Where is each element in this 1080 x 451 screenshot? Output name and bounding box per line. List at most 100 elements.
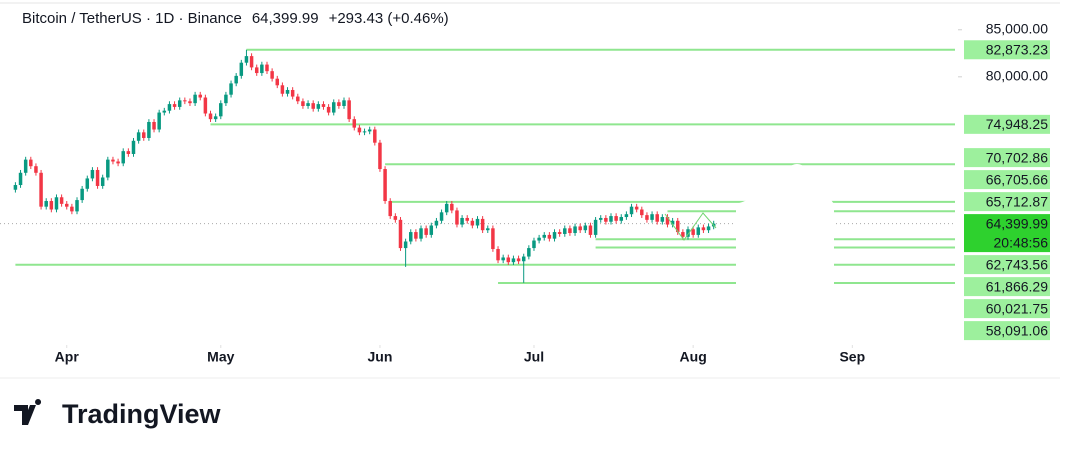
candle-body: [18, 172, 23, 186]
candle-body: [239, 62, 244, 76]
x-tick-label: Sep: [839, 349, 865, 365]
candle-body: [326, 106, 331, 113]
level-label: 61,866.29: [986, 278, 1048, 294]
candle-body: [213, 116, 218, 120]
candle-body: [455, 210, 459, 225]
candle-body: [429, 225, 434, 235]
candle-body: [383, 169, 387, 202]
candle-body: [367, 129, 372, 132]
candle-body: [444, 203, 449, 213]
candle-body: [116, 161, 120, 164]
candle-body: [614, 216, 618, 221]
last-price-box: [964, 214, 1050, 253]
candle-body: [147, 121, 151, 138]
candle-body: [675, 220, 680, 233]
candle-body: [701, 227, 706, 231]
candle-body: [59, 197, 64, 204]
symbol: Bitcoin / TetherUS · 1D · Binance: [22, 10, 242, 27]
level-label: 66,705.66: [986, 171, 1048, 187]
candle-body: [224, 94, 228, 104]
candle-body: [619, 217, 624, 221]
candle-body: [183, 100, 187, 102]
level-label: 70,702.86: [986, 149, 1048, 165]
candle-body: [34, 166, 38, 173]
candle-body: [54, 197, 59, 210]
candle-body: [347, 100, 351, 120]
candle-body: [655, 214, 659, 222]
candle-body: [470, 220, 475, 226]
candle-body: [275, 78, 280, 86]
candle-body: [568, 228, 572, 234]
candle-body: [229, 83, 233, 95]
candle-body: [542, 234, 546, 238]
candle-body: [527, 248, 531, 257]
candle-body: [80, 188, 84, 201]
level-label: 60,021.75: [986, 300, 1048, 316]
candle-body: [552, 232, 557, 239]
candle-body: [486, 228, 490, 231]
candle-body: [29, 159, 33, 167]
candle-body: [501, 257, 505, 261]
candle-body: [203, 97, 208, 114]
candle-body: [280, 85, 285, 94]
candle-body: [583, 225, 588, 231]
candle-body: [475, 218, 480, 226]
occlusion: [736, 164, 834, 318]
candle-body: [152, 121, 156, 130]
candle-body: [111, 159, 115, 162]
level-label-box: [964, 192, 1050, 212]
level-label-box: [964, 148, 1050, 168]
candle-body: [424, 228, 428, 235]
candle-body: [378, 142, 382, 170]
candle-body: [75, 200, 79, 212]
candle-body: [188, 101, 192, 104]
candle-body: [260, 64, 264, 74]
candle-body: [13, 185, 18, 190]
level-label-box: [964, 255, 1050, 275]
candle-body: [414, 232, 418, 239]
candle-body: [537, 237, 541, 241]
candle-body: [254, 67, 259, 74]
candle-body: [265, 64, 269, 72]
candle-body: [126, 151, 131, 154]
candle-body: [362, 131, 367, 133]
candle-body: [39, 172, 43, 207]
candle-body: [157, 112, 161, 130]
candle-body: [331, 102, 336, 113]
candle-body: [604, 217, 608, 222]
candle-body: [686, 229, 690, 237]
level-label: 65,712.87: [986, 193, 1048, 209]
candle-body: [398, 219, 403, 249]
candle-body: [373, 129, 377, 143]
brand: TradingView: [62, 399, 222, 429]
candle-body: [681, 232, 685, 237]
candle-body: [547, 234, 552, 239]
candle-body: [521, 256, 526, 262]
candle-body: [121, 151, 125, 164]
candle-body: [198, 94, 202, 98]
candle-body: [609, 216, 613, 222]
level-label-box: [964, 114, 1050, 134]
candle-body: [511, 258, 516, 263]
candle-body: [598, 217, 603, 220]
candle-body: [691, 229, 695, 235]
candle-body: [491, 228, 495, 250]
countdown: 20:48:56: [994, 234, 1049, 250]
candle-body: [219, 103, 223, 117]
candle-body: [285, 89, 290, 94]
candle-body: [208, 113, 213, 120]
x-tick-label: Apr: [55, 349, 80, 365]
candle-body: [388, 201, 392, 217]
candle-body: [409, 232, 413, 242]
level-label: 74,948.25: [986, 116, 1048, 132]
candle-body: [142, 132, 146, 138]
candle-body: [670, 220, 675, 225]
candle-body: [249, 56, 254, 68]
candle-body: [316, 104, 321, 109]
x-tick-label: Jun: [368, 349, 393, 365]
candle-body: [167, 104, 172, 111]
candle-body: [301, 101, 305, 106]
candle-body: [419, 228, 423, 239]
